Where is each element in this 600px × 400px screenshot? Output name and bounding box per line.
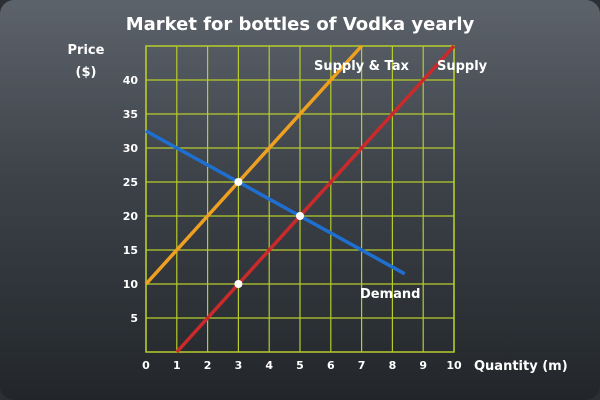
y-tick-label: 5 [130,312,138,325]
series-labels: Demand Supply Supply & Tax [314,59,488,302]
x-axis-title: Quantity (m) [474,359,568,374]
x-tick-label: 10 [446,359,462,372]
y-axis-title-line2: ($) [76,65,97,80]
marked-point [234,280,243,288]
supply-line [175,44,456,354]
supply-tax-line [144,44,363,286]
supply-label: Supply [437,59,488,74]
marked-point [296,212,304,220]
x-tick-label: 5 [296,359,304,372]
y-axis-title-line1: Price [68,43,105,58]
series-lines [144,44,456,354]
marked-points [234,178,304,288]
x-tick-label: 4 [265,359,273,372]
demand-line [145,129,406,276]
x-tick-label: 7 [358,359,366,372]
y-tick-label: 20 [123,210,139,223]
x-tick-label: 1 [173,359,181,372]
y-tick-label: 15 [123,244,138,257]
x-tick-label: 9 [419,359,427,372]
x-tick-label: 0 [142,359,150,372]
x-tick-label: 3 [235,359,243,372]
x-tick-label: 6 [327,359,335,372]
supply-tax-label: Supply & Tax [314,59,410,74]
x-tick-label: 8 [389,359,397,372]
y-tick-label: 35 [123,108,138,121]
marked-point [234,178,243,186]
tick-labels: 0 1 2 3 4 5 6 7 8 9 10 5 10 15 20 25 30 35 40 [123,74,462,372]
demand-label: Demand [360,287,421,302]
x-tick-label: 2 [204,359,212,372]
y-tick-label: 40 [123,74,139,87]
y-tick-label: 30 [123,142,139,155]
y-tick-label: 10 [123,278,139,291]
grid [145,45,455,353]
y-tick-label: 25 [123,176,138,189]
chart-title: Market for bottles of Vodka yearly [126,14,475,35]
